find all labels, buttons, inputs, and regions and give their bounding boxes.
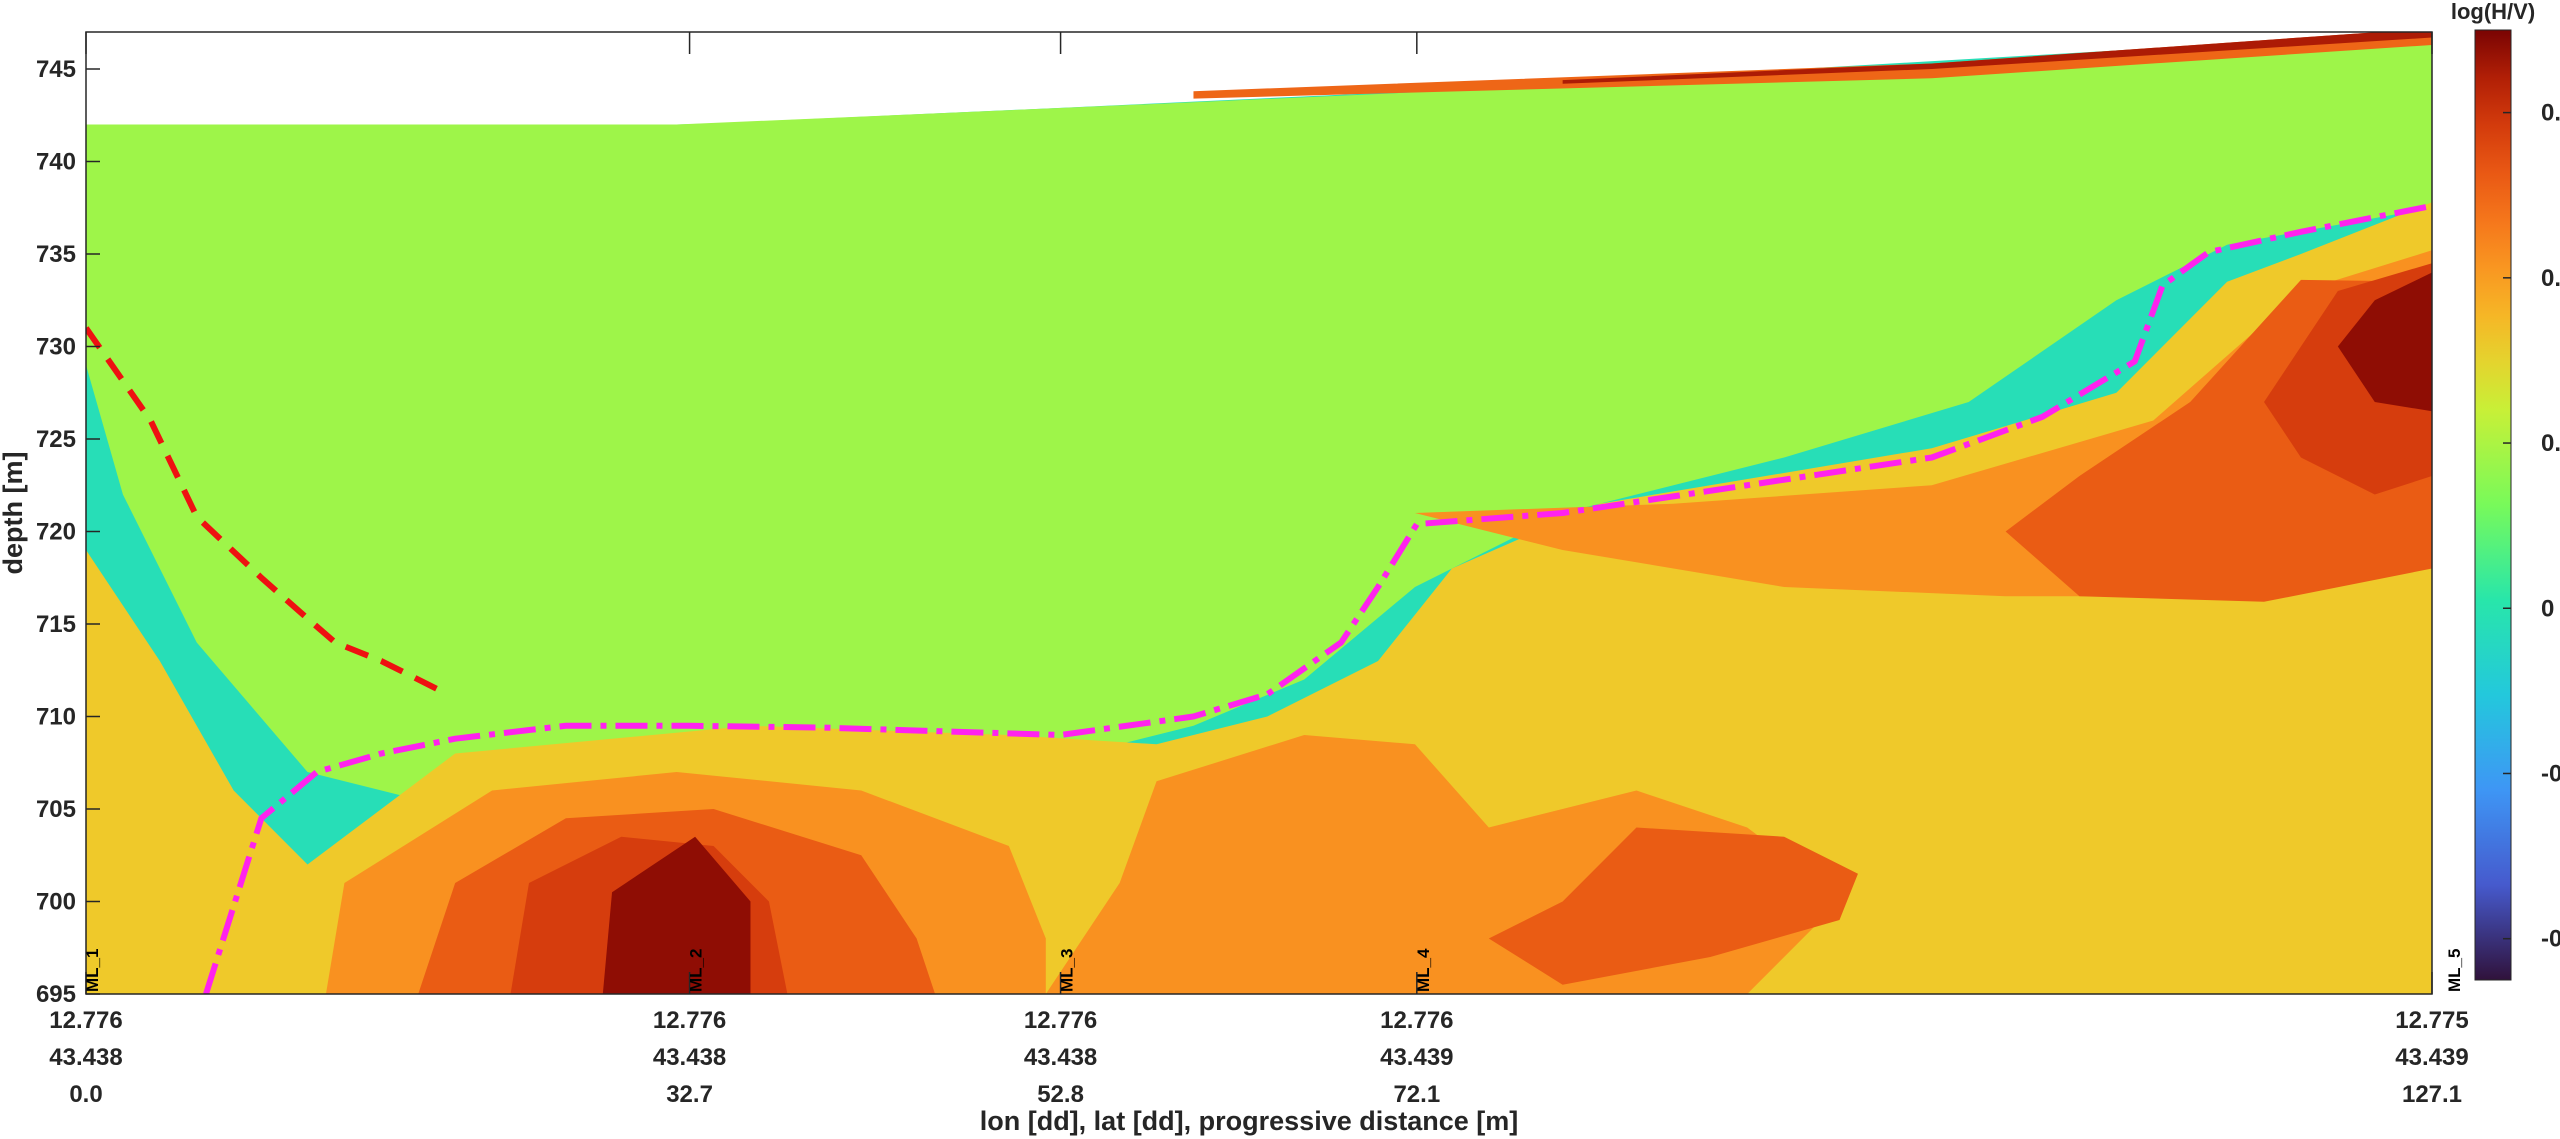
x-axis-title: lon [dd], lat [dd], progressive distance… [980,1106,1519,1136]
dashed-boundary-line [86,326,439,692]
x-station-lon: 12.776 [1024,1007,1097,1034]
x-station-lon: 12.776 [1380,1007,1453,1034]
contour-region [86,550,456,994]
y-tick-label: 715 [36,611,76,638]
colorbar-tick-label: 0.2 [2541,430,2560,457]
x-station-lat: 43.438 [1024,1044,1097,1071]
x-station-lat: 43.438 [49,1044,122,1071]
colorbar-tick-label: 0.4 [2541,265,2560,292]
y-tick-label: 700 [36,889,76,916]
x-axis-station-labels: 12.776 43.438 0.0 12.776 43.438 32.7 12.776 43.… [49,1007,2468,1108]
x-station-dist: 32.7 [666,1081,713,1108]
x-station-lat: 43.439 [2395,1044,2468,1071]
y-axis-ticks: 695 700 705 710 715 720 725 730 735 740 745 [36,56,100,1008]
station-label: ML_5 [2445,949,2464,992]
y-tick-label: 730 [36,334,76,361]
contour-fills [86,32,2432,994]
y-tick-label: 725 [36,426,76,453]
contour-region [1562,32,2432,84]
station-label: ML_1 [83,949,102,992]
station-label: ML_2 [687,949,706,992]
plot-frame [85,31,2433,995]
x-station-lon: 12.776 [653,1007,726,1034]
contour-region [2337,272,2432,412]
contour-region [1193,32,2432,99]
station-label: ML_3 [1058,949,1077,992]
contour-region [602,836,751,994]
x-station-dist: 0.0 [69,1081,102,1108]
station-labels: ML_1 ML_2 ML_3 ML_4 ML_5 [83,948,2464,992]
x-station-lat: 43.439 [1380,1044,1453,1071]
colorbar-title: log(H/V) [2451,0,2535,24]
x-station-lat: 43.438 [653,1044,726,1071]
y-tick-label: 735 [36,241,76,268]
y-tick-label: 740 [36,149,76,176]
x-station-dist: 72.1 [1393,1081,1440,1108]
colorbar-tick-label: -0.4 [2541,926,2560,953]
x-station-dist: 52.8 [1037,1081,1084,1108]
station-label: ML_4 [1414,948,1433,992]
x-station-lon: 12.776 [49,1007,122,1034]
colorbar [2474,29,2512,981]
colorbar-tick-label: 0.6 [2541,100,2560,127]
y-tick-label: 710 [36,704,76,731]
colorbar-ticks: -0.4 -0.2 0 0.2 0.4 0.6 [2503,100,2560,953]
contour-region [1488,827,1858,985]
y-tick-label: 695 [36,981,76,1008]
y-tick-label: 745 [36,56,76,83]
dash-dot-boundary-line [203,202,2432,994]
boundary-lines [86,202,2432,994]
x-station-dist: 127.1 [2402,1081,2462,1108]
colorbar-tick-label: 0 [2541,595,2554,622]
x-station-lon: 12.775 [2395,1007,2468,1034]
colorbar-tick-label: -0.2 [2541,760,2560,787]
y-tick-label: 720 [36,519,76,546]
y-tick-label: 705 [36,796,76,823]
y-axis-title: depth [m] [0,452,28,575]
plot-area [86,32,2432,994]
contour-region [86,37,2432,819]
x-axis-ticks [85,32,2433,994]
